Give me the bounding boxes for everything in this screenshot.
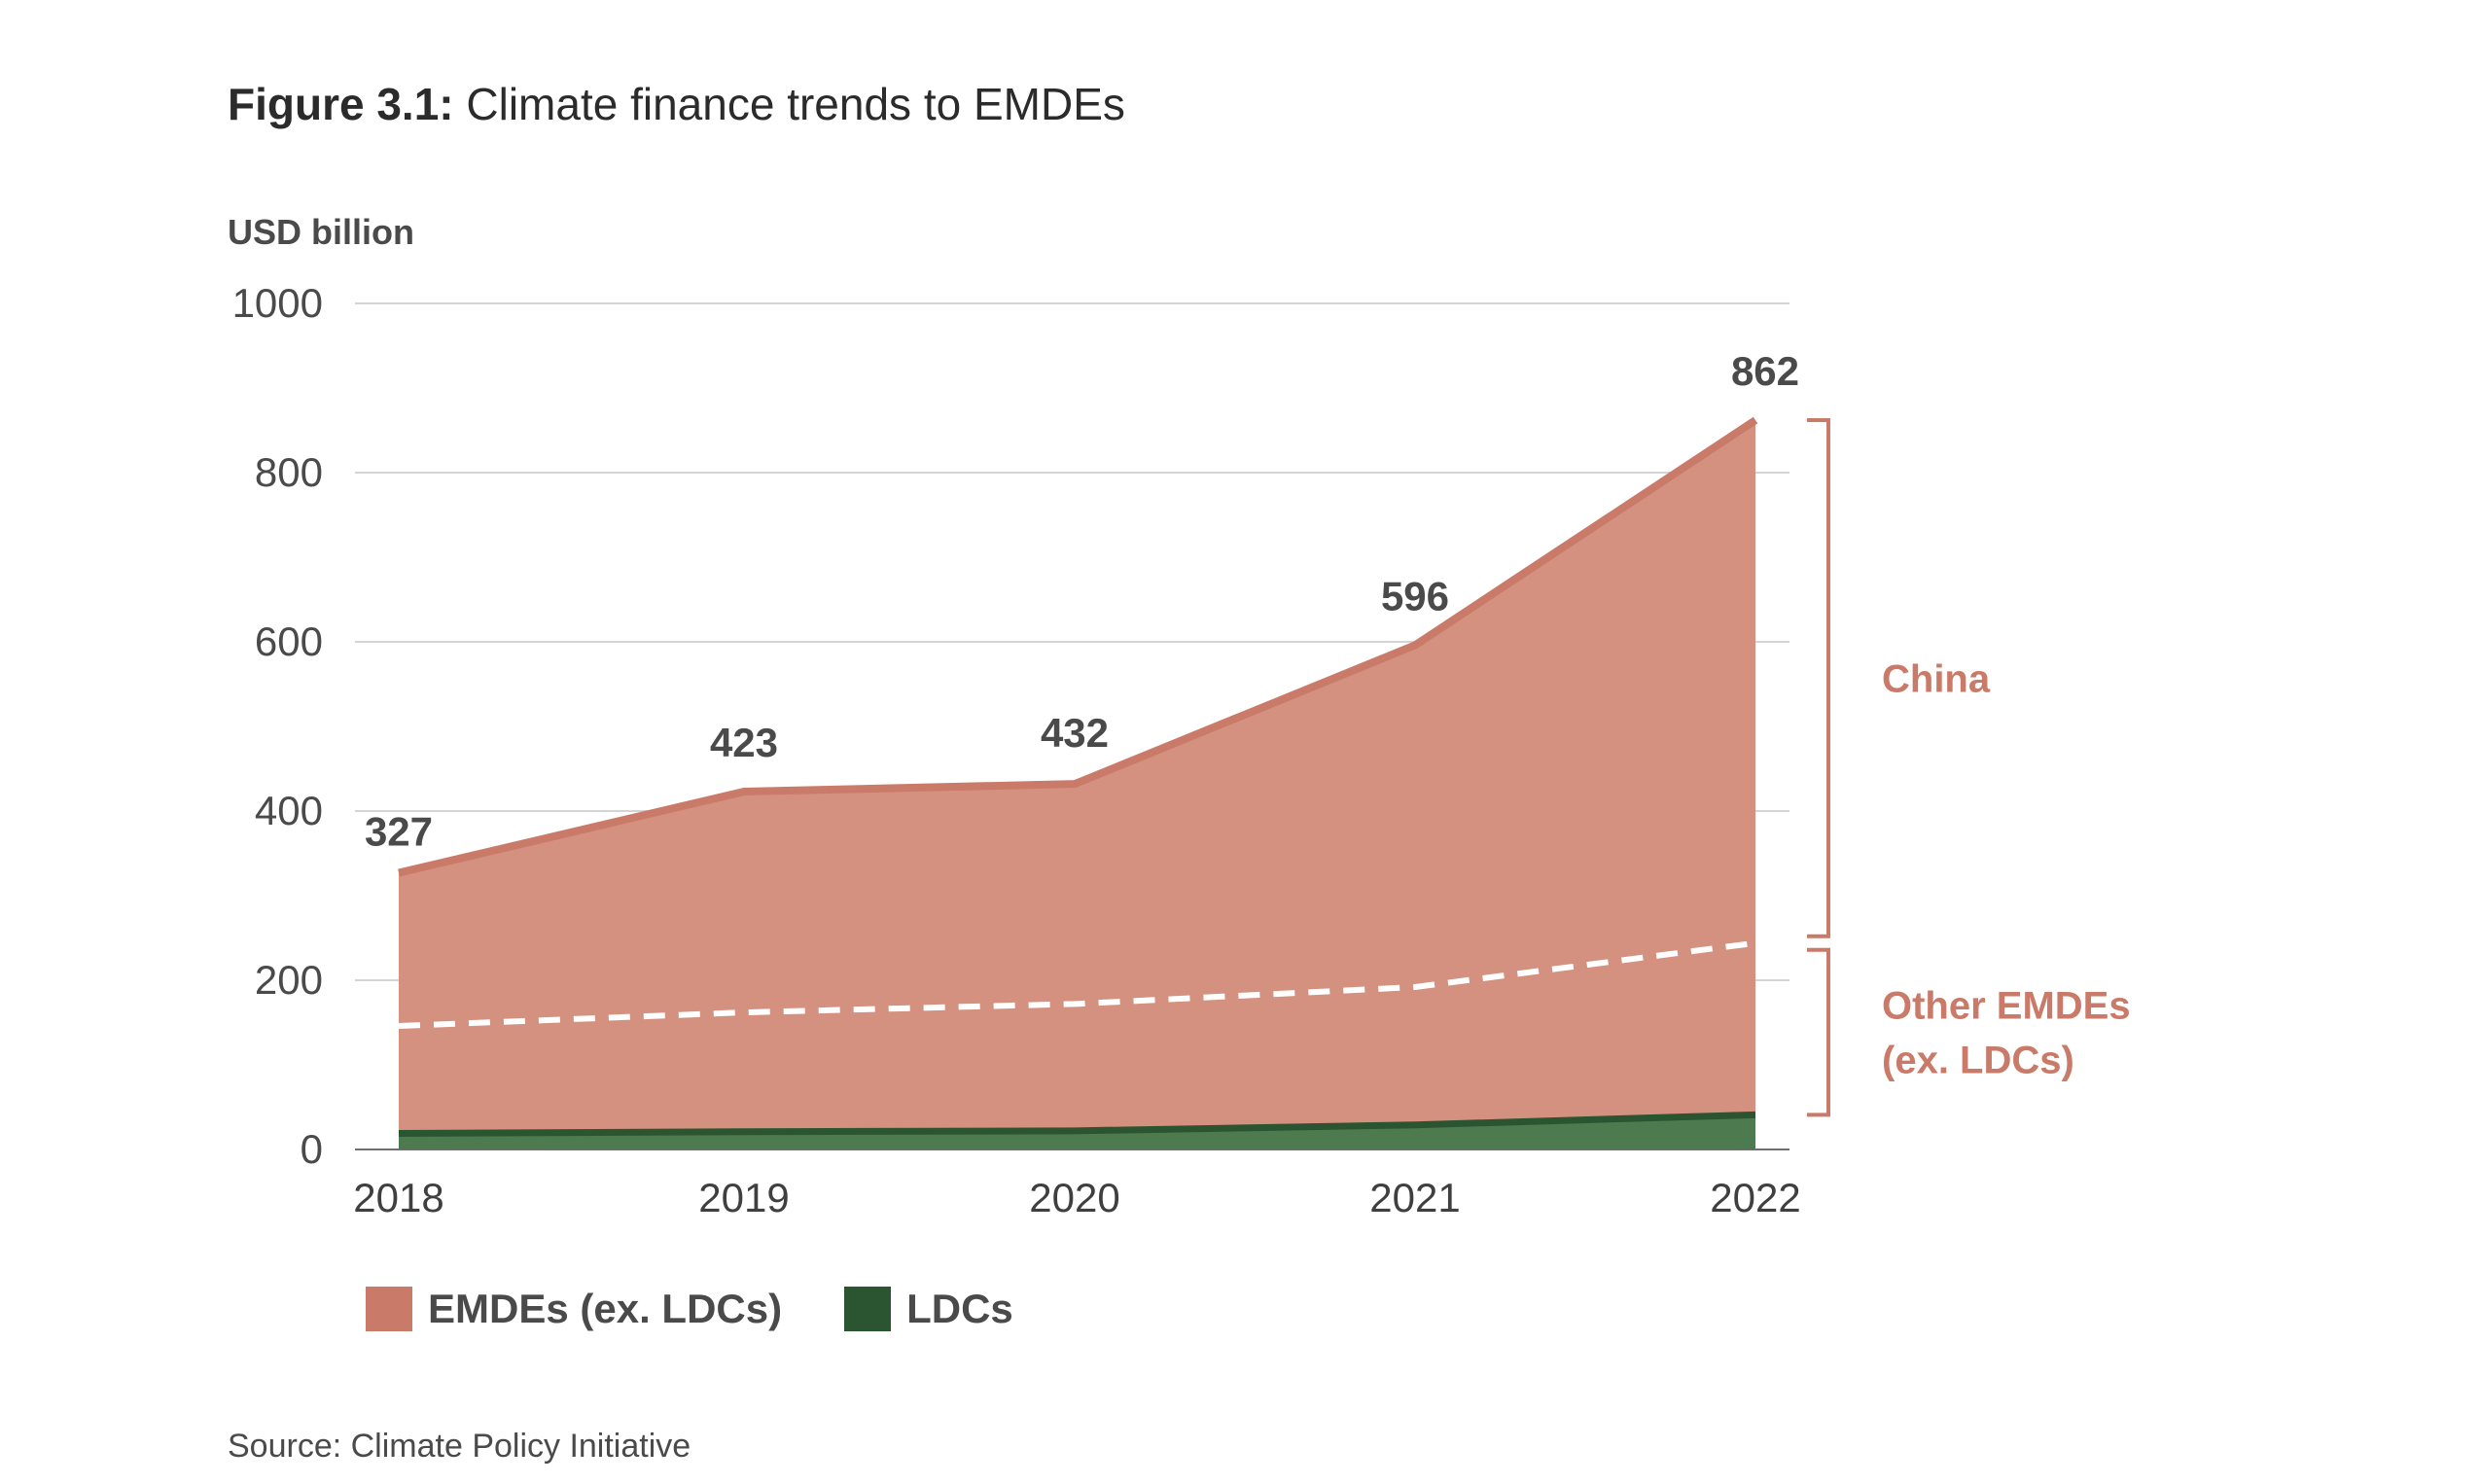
legend: EMDEs (ex. LDCs) LDCs (366, 1286, 1076, 1332)
data-label: 862 (1731, 348, 1799, 394)
data-label: 432 (1041, 710, 1109, 756)
x-tick-label: 2018 (353, 1175, 443, 1220)
data-label: 423 (710, 720, 778, 765)
x-tick-label: 2019 (698, 1175, 789, 1220)
y-tick-label: 200 (255, 957, 323, 1003)
y-tick-label: 400 (255, 788, 323, 833)
area-emdes (399, 420, 1755, 1134)
legend-label-emdes: EMDEs (ex. LDCs) (428, 1286, 783, 1331)
china-split-line (398, 939, 1756, 1029)
x-tick-label: 2022 (1710, 1175, 1800, 1220)
bracket-label: Other EMDEs (1882, 985, 2131, 1028)
bracket-label: China (1882, 657, 1991, 700)
x-tick-label: 2021 (1369, 1175, 1460, 1220)
legend-label-ldcs: LDCs (906, 1286, 1013, 1331)
y-tick-label: 0 (301, 1126, 323, 1172)
line-ldcs (398, 1111, 1756, 1137)
bracket (1807, 418, 1830, 938)
y-axis-unit-label: USD billion (228, 212, 414, 252)
legend-item-ldcs: LDCs (844, 1286, 1013, 1332)
brackets: China Other EMDEs (ex. LDCs) (1807, 418, 2131, 1117)
x-axis-ticks: 2018 2019 2020 2021 2022 (353, 1175, 1800, 1220)
line-total (398, 416, 1758, 877)
y-tick-label: 600 (255, 618, 323, 664)
bracket-label: (ex. LDCs) (1882, 1040, 2074, 1082)
legend-item-emdes: EMDEs (ex. LDCs) (366, 1286, 782, 1332)
chart-areas (398, 416, 1758, 1149)
chart-title: Figure 3.1: Climate finance trends to EM… (228, 78, 1125, 130)
data-label: 596 (1381, 573, 1449, 618)
y-tick-label: 1000 (232, 280, 323, 326)
y-tick-label: 800 (255, 449, 323, 495)
legend-swatch-ldcs (844, 1287, 892, 1331)
bracket (1807, 947, 1830, 1117)
x-tick-label: 2020 (1029, 1175, 1119, 1220)
y-axis-ticks: 0 200 400 600 800 1000 (232, 280, 323, 1172)
legend-swatch-emdes (366, 1287, 412, 1331)
source-note: Source: Climate Policy Initiative (228, 1428, 691, 1465)
data-labels: 327 423 432 596 862 (365, 348, 1799, 854)
figure-number: Figure 3.1: (228, 79, 454, 129)
figure-title-text: Climate finance trends to EMDEs (466, 79, 1125, 129)
data-label: 327 (365, 809, 433, 855)
